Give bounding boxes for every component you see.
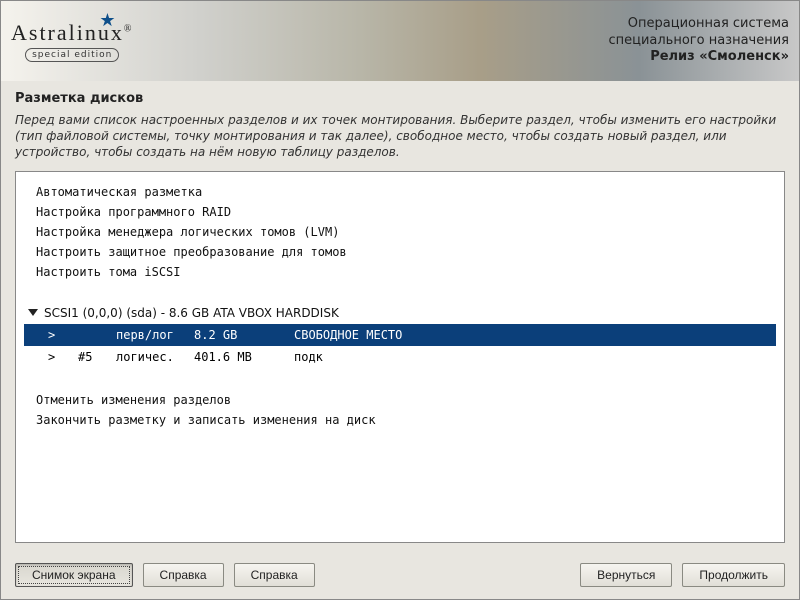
logo: ★ Astralinux® special edition [11,20,134,62]
partition-row[interactable]: > перв/лог8.2 GBСВОБОДНОЕ МЕСТО [24,324,776,346]
screenshot-button[interactable]: Снимок экрана [15,563,133,587]
action-finish[interactable]: Закончить разметку и записать изменения … [24,410,776,430]
option-encrypt[interactable]: Настроить защитное преобразование для то… [24,242,776,262]
os-line2: специального назначения [608,33,789,50]
part-desc: подк [294,350,776,364]
os-line1: Операционная система [608,16,789,33]
continue-button[interactable]: Продолжить [682,563,785,587]
chevron-down-icon [28,309,38,316]
partition-list: > перв/лог8.2 GBСВОБОДНОЕ МЕСТО >#5логичес… [24,324,776,368]
part-size: 401.6 MB [194,350,294,364]
main-panel: Автоматическая разметка Настройка програ… [15,171,785,543]
instructions: Перед вами список настроенных разделов и… [1,112,799,171]
part-desc: СВОБОДНОЕ МЕСТО [294,328,776,342]
part-size: 8.2 GB [194,328,294,342]
page-title: Разметка дисков [1,81,799,112]
logo-reg: ® [124,24,134,35]
disk-header[interactable]: SCSI1 (0,0,0) (sda) - 8.6 GB ATA VBOX HA… [24,302,776,324]
star-icon: ★ [99,16,115,26]
part-type: перв/лог [116,328,194,342]
part-num: #5 [78,350,116,364]
option-iscsi[interactable]: Настроить тома iSCSI [24,262,776,282]
footer: Снимок экрана Справка Справка Вернуться … [1,553,799,599]
installer-window: ★ Astralinux® special edition Операционн… [0,0,800,600]
help-button-1[interactable]: Справка [143,563,224,587]
part-type: логичес. [116,350,194,364]
banner: ★ Astralinux® special edition Операционн… [1,1,799,81]
partition-row[interactable]: >#5логичес.401.6 MBподк [24,346,776,368]
part-arrow: > [48,328,78,342]
option-guided[interactable]: Автоматическая разметка [24,182,776,202]
part-arrow: > [48,350,78,364]
help-button-2[interactable]: Справка [234,563,315,587]
back-button[interactable]: Вернуться [580,563,672,587]
os-release: Релиз «Смоленск» [608,49,789,66]
actions-block: Отменить изменения разделов Закончить ра… [24,390,776,430]
option-lvm[interactable]: Настройка менеджера логических томов (LV… [24,222,776,242]
banner-right: Операционная система специального назнач… [608,16,789,67]
logo-subtitle: special edition [25,48,119,62]
disk-label: SCSI1 (0,0,0) (sda) - 8.6 GB ATA VBOX HA… [44,306,339,320]
action-undo[interactable]: Отменить изменения разделов [24,390,776,410]
option-raid[interactable]: Настройка программного RAID [24,202,776,222]
